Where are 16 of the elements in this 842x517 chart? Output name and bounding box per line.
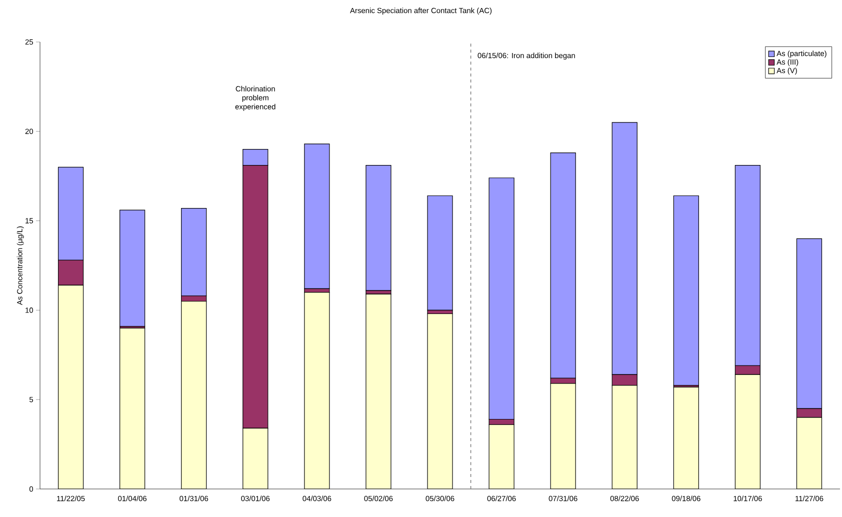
bar [304,292,330,489]
bar [674,387,699,489]
bar [550,383,576,489]
bar [242,428,268,489]
bar [428,314,453,489]
bar [427,195,453,310]
bar [796,417,822,489]
bar [120,328,145,489]
bar [58,285,84,489]
bar [366,294,391,489]
bar [612,385,638,489]
bar [366,165,392,291]
bar [735,374,760,489]
bar [489,424,514,489]
bar [181,301,206,489]
bar [304,144,330,290]
